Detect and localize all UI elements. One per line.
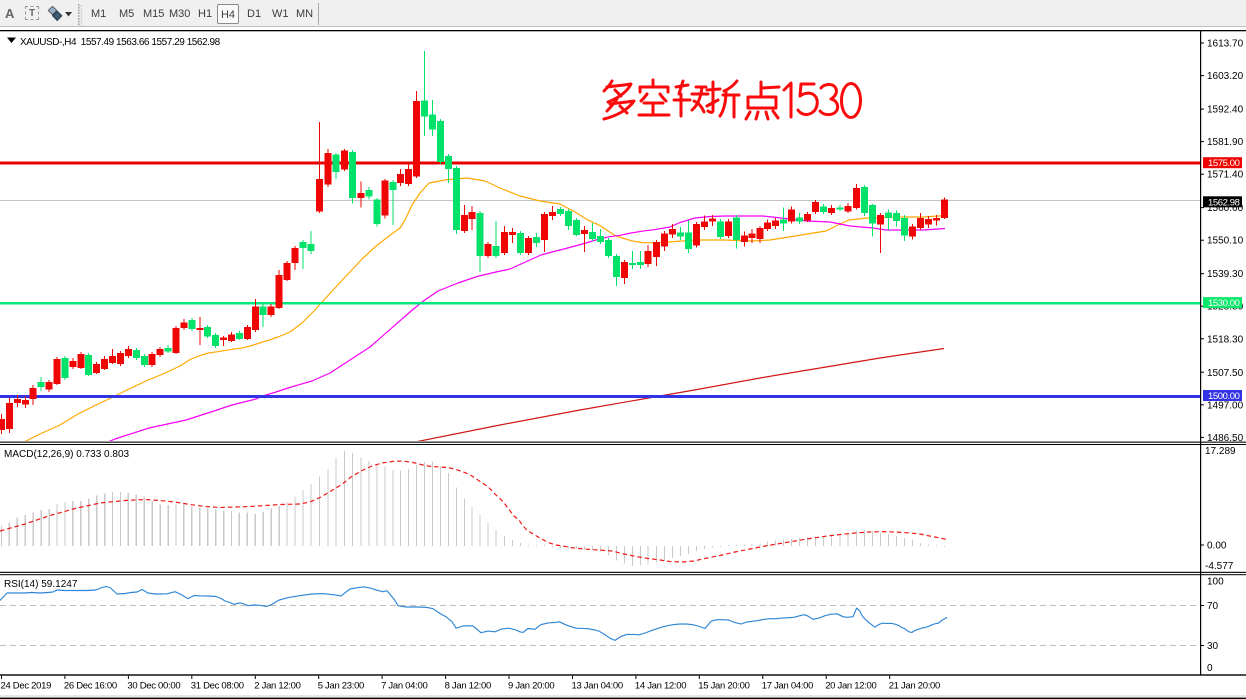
- svg-text:RSI(14) 59.1247: RSI(14) 59.1247: [4, 579, 78, 590]
- svg-text:70: 70: [1207, 601, 1219, 612]
- svg-text:1500.00: 1500.00: [1208, 391, 1240, 402]
- svg-text:1613.70: 1613.70: [1207, 39, 1244, 50]
- svg-text:1550.10: 1550.10: [1207, 236, 1244, 247]
- svg-text:100: 100: [1207, 577, 1224, 588]
- svg-text:1497.00: 1497.00: [1207, 400, 1244, 411]
- svg-text:-4.577: -4.577: [1205, 561, 1234, 572]
- svg-text:5 Jan 23:00: 5 Jan 23:00: [318, 681, 364, 692]
- svg-text:21 Jan 20:00: 21 Jan 20:00: [889, 681, 940, 692]
- svg-text:31 Dec 08:00: 31 Dec 08:00: [191, 681, 244, 692]
- svg-text:1603.20: 1603.20: [1207, 71, 1244, 82]
- svg-text:26 Dec 16:00: 26 Dec 16:00: [64, 681, 117, 692]
- svg-text:9 Jan 20:00: 9 Jan 20:00: [508, 681, 554, 692]
- svg-text:20 Jan 12:00: 20 Jan 12:00: [825, 681, 876, 692]
- svg-text:1571.40: 1571.40: [1207, 170, 1244, 181]
- svg-text:17.289: 17.289: [1205, 446, 1236, 457]
- svg-text:8 Jan 12:00: 8 Jan 12:00: [445, 681, 491, 692]
- svg-text:1560.60: 1560.60: [1207, 203, 1244, 214]
- svg-text:14 Jan 12:00: 14 Jan 12:00: [635, 681, 686, 692]
- svg-text:17 Jan 04:00: 17 Jan 04:00: [762, 681, 813, 692]
- svg-text:13 Jan 04:00: 13 Jan 04:00: [572, 681, 623, 692]
- svg-text:1530.00: 1530.00: [1208, 298, 1240, 309]
- svg-text:0.00: 0.00: [1207, 541, 1227, 552]
- svg-text:7 Jan 04:00: 7 Jan 04:00: [381, 681, 427, 692]
- svg-text:1486.50: 1486.50: [1207, 433, 1244, 444]
- svg-text:24 Dec 2019: 24 Dec 2019: [1, 681, 52, 692]
- svg-text:2 Jan 12:00: 2 Jan 12:00: [254, 681, 300, 692]
- svg-text:MACD(12,26,9) 0.733 0.803: MACD(12,26,9) 0.733 0.803: [4, 449, 130, 460]
- svg-text:15 Jan 20:00: 15 Jan 20:00: [698, 681, 749, 692]
- svg-text:1518.30: 1518.30: [1207, 334, 1244, 345]
- svg-text:1592.40: 1592.40: [1207, 105, 1244, 116]
- svg-text:0: 0: [1207, 663, 1213, 674]
- svg-text:30 Dec 00:00: 30 Dec 00:00: [127, 681, 180, 692]
- svg-text:30: 30: [1207, 641, 1219, 652]
- svg-text:1539.30: 1539.30: [1207, 269, 1244, 280]
- svg-text:1507.50: 1507.50: [1207, 368, 1244, 379]
- svg-text:XAUUSD-,H4 1557.49 1563.66 15: XAUUSD-,H4 1557.49 1563.66 1557.29 1562.…: [20, 37, 221, 48]
- svg-text:1581.90: 1581.90: [1207, 137, 1244, 148]
- svg-text:1562.98: 1562.98: [1208, 197, 1240, 208]
- svg-text:1575.00: 1575.00: [1208, 158, 1240, 169]
